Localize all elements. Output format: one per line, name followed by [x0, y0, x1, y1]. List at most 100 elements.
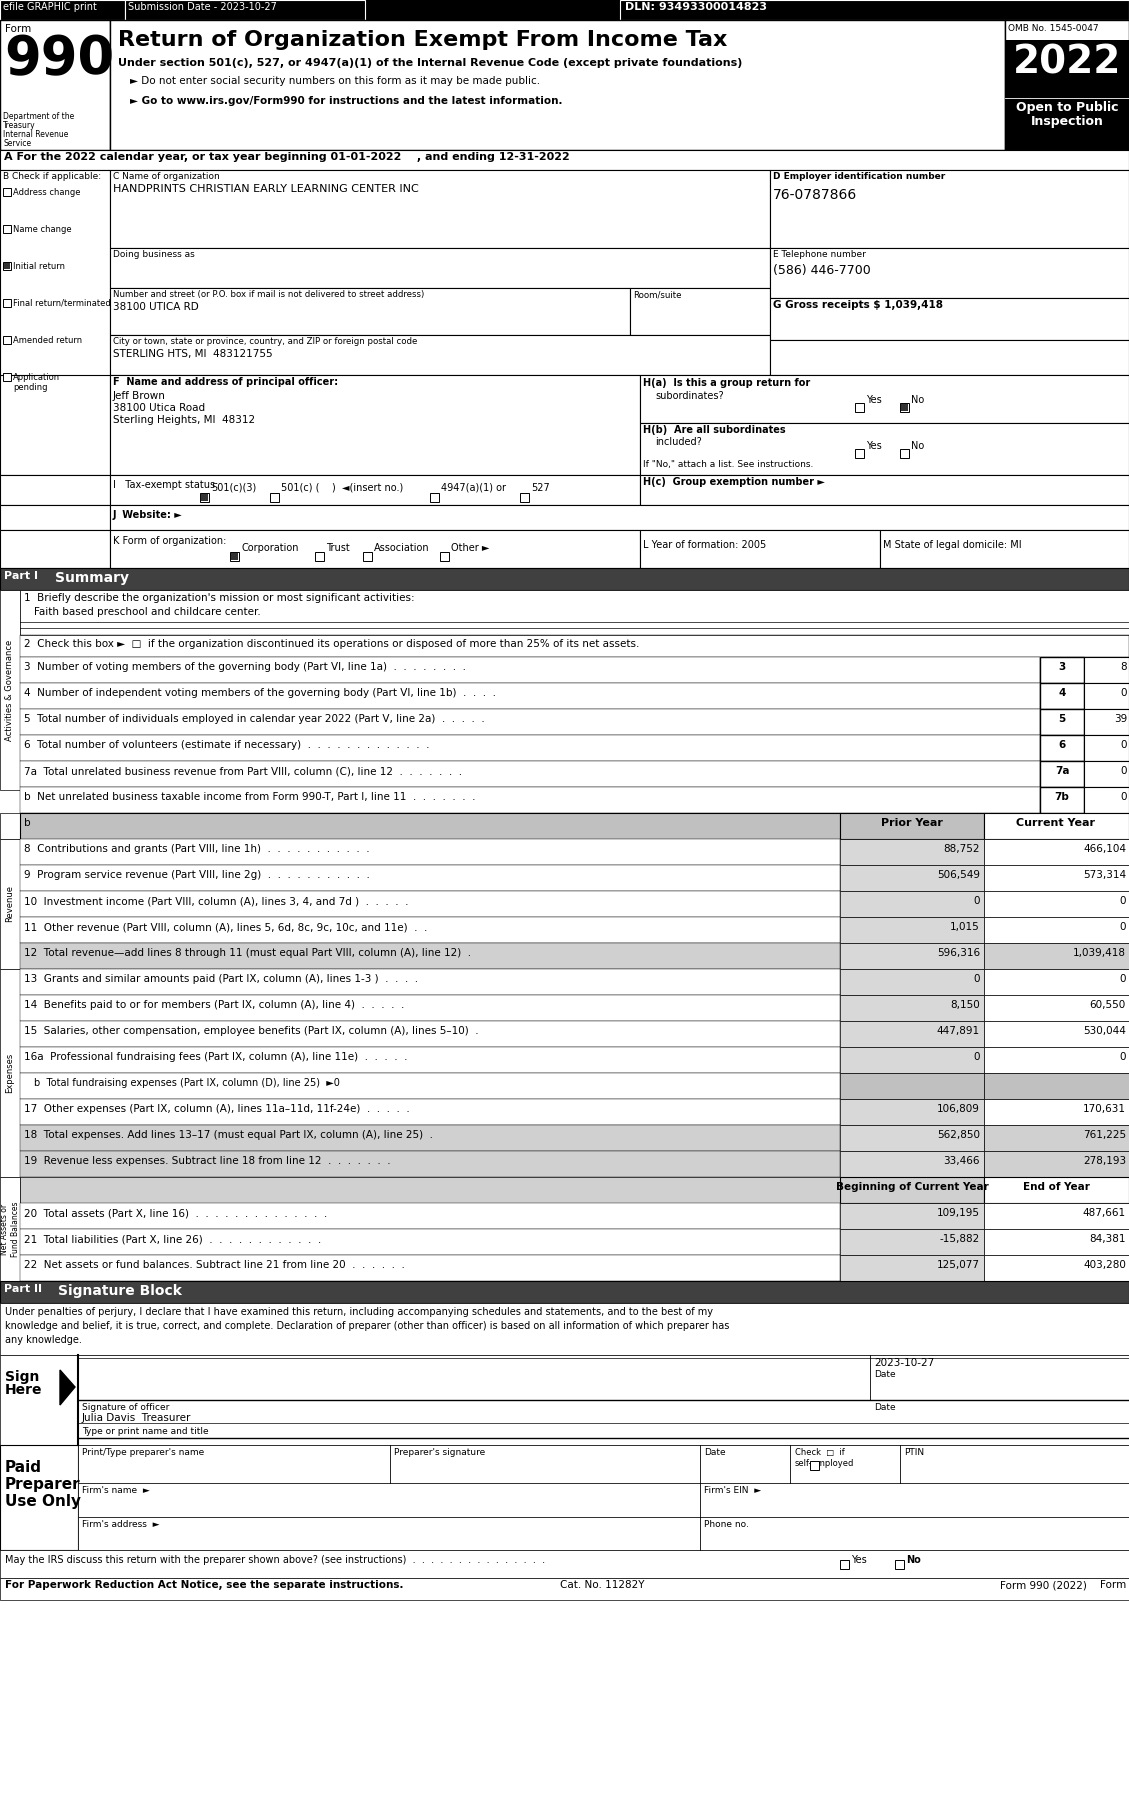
Text: 2  Check this box ►  □  if the organization discontinued its operations or dispo: 2 Check this box ► □ if the organization…	[24, 639, 639, 649]
Bar	[201, 493, 208, 501]
Text: 0: 0	[1120, 740, 1127, 749]
Text: Preparer's signature: Preparer's signature	[394, 1448, 485, 1457]
Text: 14  Benefits paid to or for members (Part IX, column (A), line 4)  .  .  .  .  .: 14 Benefits paid to or for members (Part…	[24, 1000, 404, 1010]
Bar	[430, 493, 439, 502]
Bar	[110, 288, 630, 336]
Bar	[1084, 735, 1129, 762]
Bar	[0, 1446, 78, 1549]
Text: 18  Total expenses. Add lines 13–17 (must equal Part IX, column (A), line 25)  .: 18 Total expenses. Add lines 13–17 (must…	[24, 1130, 434, 1139]
Bar	[270, 493, 279, 502]
Bar	[0, 504, 110, 530]
Text: 10  Investment income (Part VIII, column (A), lines 3, 4, and 7d )  .  .  .  .  : 10 Investment income (Part VIII, column …	[24, 896, 409, 905]
Text: Service: Service	[3, 140, 32, 149]
Text: ► Go to www.irs.gov/Form990 for instructions and the latest information.: ► Go to www.irs.gov/Form990 for instruct…	[130, 96, 562, 105]
Text: HANDPRINTS CHRISTIAN EARLY LEARNING CENTER INC: HANDPRINTS CHRISTIAN EARLY LEARNING CENT…	[113, 183, 419, 194]
Bar	[840, 1177, 984, 1203]
Text: Amended return: Amended return	[14, 336, 82, 345]
Text: 13  Grants and similar amounts paid (Part IX, column (A), lines 1-3 )  .  .  .  : 13 Grants and similar amounts paid (Part…	[24, 974, 418, 983]
Bar	[840, 1099, 984, 1125]
Text: 106,809: 106,809	[937, 1105, 980, 1114]
Bar	[110, 171, 770, 249]
Text: ► Do not enter social security numbers on this form as it may be made public.: ► Do not enter social security numbers o…	[130, 76, 540, 85]
Bar	[20, 1230, 840, 1255]
Bar	[840, 918, 984, 943]
Bar	[984, 1099, 1129, 1125]
Text: Phone no.: Phone no.	[704, 1520, 749, 1529]
Bar	[900, 403, 909, 412]
Bar	[315, 551, 324, 561]
Bar	[855, 450, 864, 457]
Text: Date: Date	[874, 1402, 895, 1411]
Text: Corporation: Corporation	[240, 542, 298, 553]
Bar	[984, 1125, 1129, 1152]
Bar	[0, 1355, 1129, 1446]
Bar	[3, 225, 11, 232]
Text: Activities & Governance: Activities & Governance	[6, 639, 15, 740]
Bar	[840, 1074, 984, 1099]
Text: 1,039,418: 1,039,418	[1073, 949, 1126, 958]
Text: 278,193: 278,193	[1083, 1156, 1126, 1166]
Text: Name change: Name change	[14, 225, 71, 234]
Bar	[1040, 762, 1084, 787]
Text: Type or print name and title: Type or print name and title	[82, 1428, 209, 1437]
Text: M State of legal domicile: MI: M State of legal domicile: MI	[883, 541, 1022, 550]
Bar	[840, 996, 984, 1021]
Text: 1,015: 1,015	[951, 922, 980, 932]
Text: No: No	[911, 395, 925, 405]
Text: 4: 4	[1058, 688, 1066, 698]
Bar	[840, 969, 984, 996]
Text: 0: 0	[1120, 922, 1126, 932]
Text: included?: included?	[655, 437, 702, 446]
Text: 76-0787866: 76-0787866	[773, 189, 857, 201]
Bar	[0, 1177, 20, 1281]
Text: 1  Briefly describe the organization's mission or most significant activities:: 1 Briefly describe the organization's mi…	[24, 593, 414, 602]
Text: Room/suite: Room/suite	[633, 290, 682, 299]
Text: 4  Number of independent voting members of the governing body (Part VI, line 1b): 4 Number of independent voting members o…	[24, 688, 496, 698]
Text: No: No	[911, 441, 925, 452]
Bar	[840, 1125, 984, 1152]
Text: I   Tax-exempt status:: I Tax-exempt status:	[113, 481, 218, 490]
Bar	[20, 891, 840, 918]
Text: 16a  Professional fundraising fees (Part IX, column (A), line 11e)  .  .  .  .  : 16a Professional fundraising fees (Part …	[24, 1052, 408, 1061]
Text: Faith based preschool and childcare center.: Faith based preschool and childcare cent…	[34, 608, 261, 617]
Text: 530,044: 530,044	[1083, 1027, 1126, 1036]
Bar	[0, 0, 125, 20]
Bar	[770, 297, 1129, 339]
Text: Cat. No. 11282Y: Cat. No. 11282Y	[560, 1580, 645, 1591]
Text: 8: 8	[1120, 662, 1127, 671]
Bar	[0, 1578, 1129, 1600]
Text: End of Year: End of Year	[1023, 1183, 1089, 1192]
Bar	[0, 530, 110, 568]
Bar	[0, 1281, 1129, 1302]
Bar	[110, 336, 770, 375]
Bar	[984, 1230, 1129, 1255]
Text: Application: Application	[14, 374, 60, 383]
Text: 5: 5	[1058, 715, 1066, 724]
Text: Print/Type preparer's name: Print/Type preparer's name	[82, 1448, 204, 1457]
Bar	[984, 891, 1129, 918]
Bar	[840, 943, 984, 969]
Bar	[0, 171, 110, 405]
Text: 125,077: 125,077	[937, 1261, 980, 1270]
Text: 0: 0	[1120, 688, 1127, 698]
Bar	[110, 504, 1129, 530]
Text: E Telephone number: E Telephone number	[773, 250, 866, 259]
Bar	[20, 684, 1040, 709]
Bar	[20, 1074, 840, 1099]
Bar	[110, 249, 770, 288]
Bar	[630, 288, 770, 336]
Bar	[1040, 709, 1084, 735]
Text: Doing business as: Doing business as	[113, 250, 194, 259]
Bar	[770, 339, 1129, 375]
Text: Date: Date	[704, 1448, 726, 1457]
Bar	[840, 1047, 984, 1074]
Bar	[840, 865, 984, 891]
Text: self-employed: self-employed	[795, 1458, 855, 1468]
Bar	[20, 996, 840, 1021]
Bar	[984, 1152, 1129, 1177]
Bar	[770, 249, 1129, 297]
Bar	[20, 1047, 840, 1074]
Text: efile GRAPHIC print: efile GRAPHIC print	[3, 2, 97, 13]
Polygon shape	[60, 1370, 75, 1406]
Text: Expenses: Expenses	[6, 1052, 15, 1094]
